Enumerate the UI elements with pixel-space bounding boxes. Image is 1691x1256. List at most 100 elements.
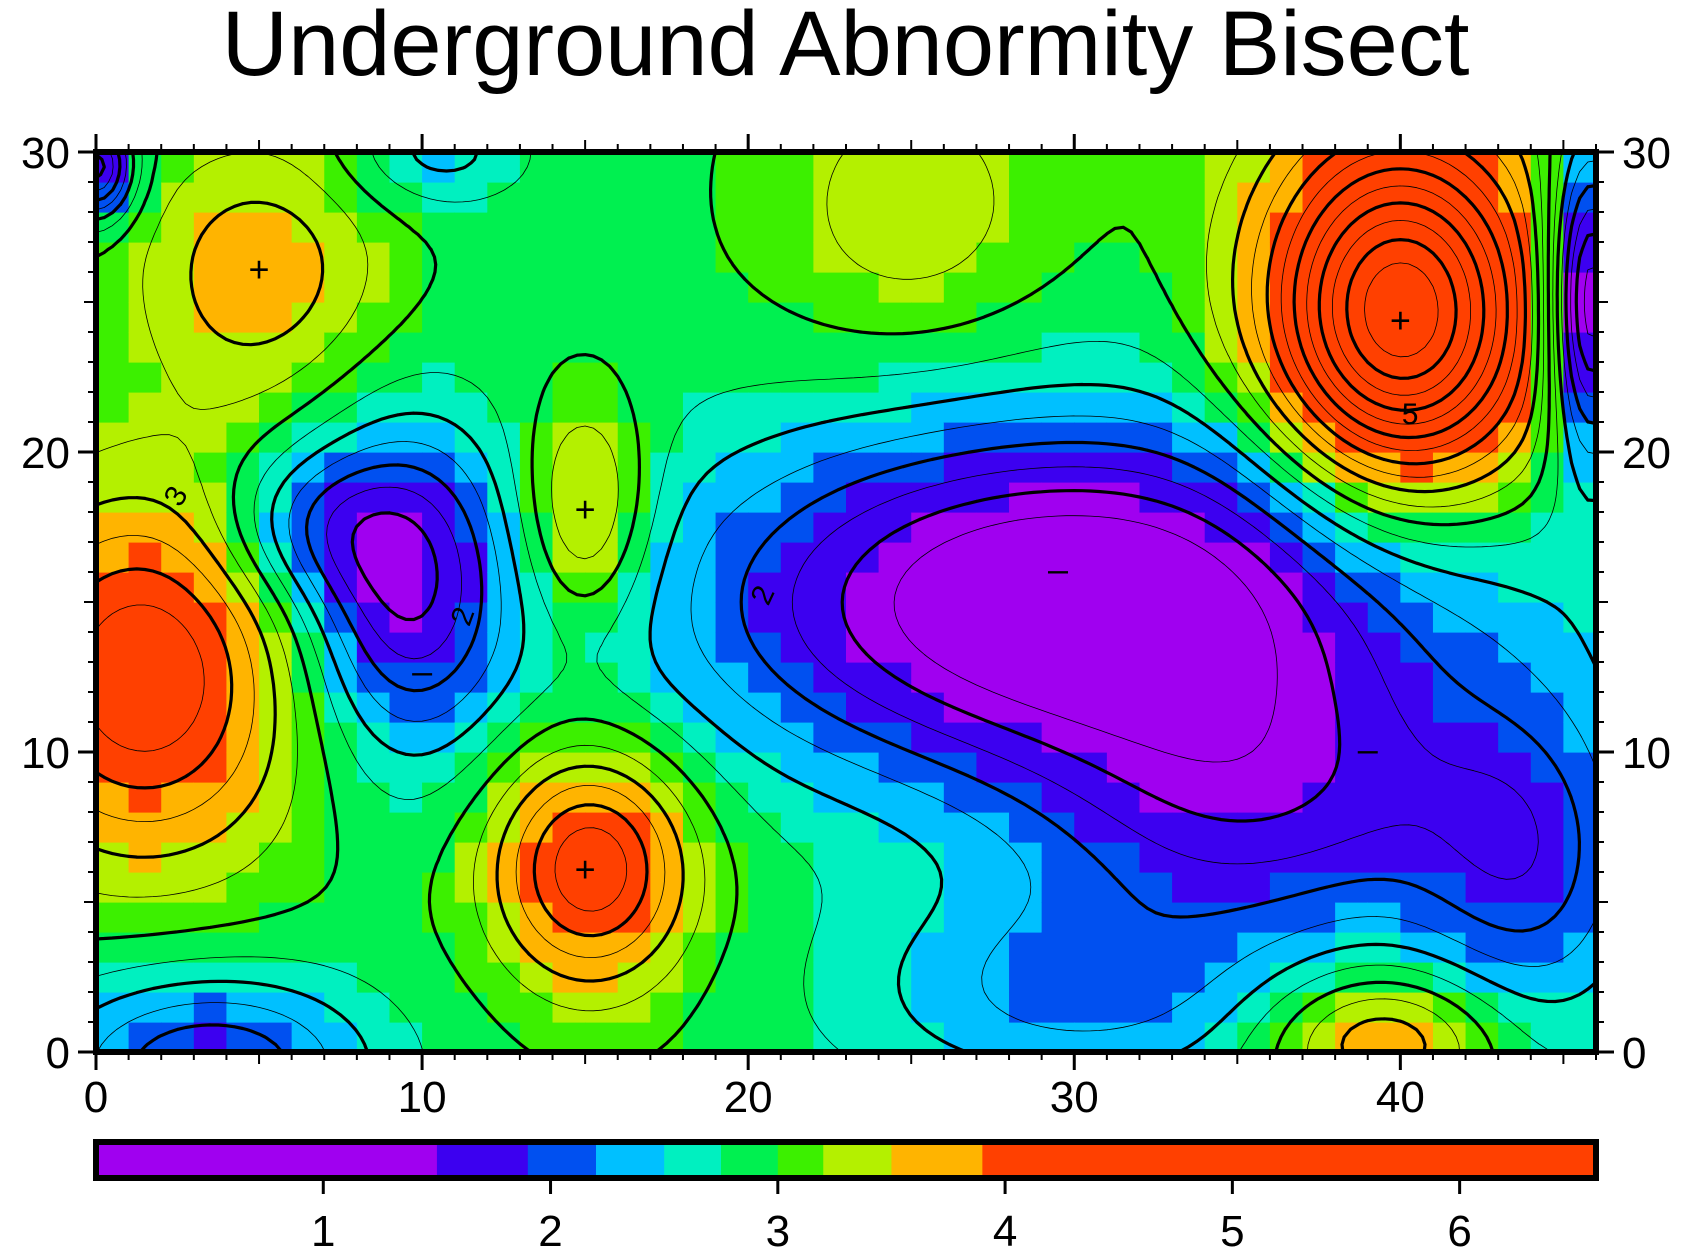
heatmap-cell [1302,692,1336,723]
heatmap-cell [976,542,1010,573]
heatmap-cell [552,692,586,723]
heatmap-cell [585,242,619,273]
heatmap-cell [1465,692,1499,723]
x-tick-label: 20 [724,1073,773,1122]
heatmap-cell [1465,872,1499,903]
heatmap-cell [96,962,130,993]
heatmap-cell [161,272,195,303]
heatmap-cell [1009,872,1043,903]
heatmap-cell [976,512,1010,543]
heatmap-cell [650,212,684,243]
heatmap-cell [1367,782,1401,813]
heatmap-cell [259,992,293,1023]
heatmap-cell [943,362,978,393]
heatmap-cell [259,782,293,813]
heatmap-cell [1530,812,1564,843]
heatmap-cell [193,152,228,183]
heatmap-cell [356,752,391,783]
minimum-marker: – [412,651,432,692]
heatmap-cell [1009,452,1043,483]
heatmap-cell [389,242,423,273]
heatmap-cell [715,992,749,1023]
heatmap-cell [682,392,717,423]
heatmap-cell [1172,542,1206,573]
heatmap-cell [1204,962,1238,993]
heatmap-cell [1237,692,1271,723]
heatmap-cell [226,812,260,843]
heatmap-cell [454,182,488,213]
heatmap-cell [1465,782,1499,813]
heatmap-cell [846,452,880,483]
heatmap-cell [259,332,293,363]
heatmap-cell [1563,902,1597,933]
heatmap-cell [878,572,912,603]
heatmap-cell [682,362,717,393]
heatmap-cell [1335,302,1369,333]
heatmap-cell [780,512,814,543]
heatmap-cell [715,962,749,993]
heatmap-cell [1465,242,1499,273]
heatmap-cell [1074,782,1108,813]
heatmap-cell [1204,482,1238,513]
heatmap-cell [552,392,586,423]
heatmap-cell [324,242,358,273]
heatmap-cell [1106,992,1141,1023]
heatmap-cell [1367,812,1401,843]
heatmap-cell [1432,512,1467,543]
colorbar-bin [664,1142,722,1178]
heatmap-cell [1498,722,1532,753]
heatmap-cell [128,392,162,423]
heatmap-cell [1367,842,1401,873]
heatmap-cell [161,722,195,753]
heatmap-cell [226,242,260,273]
heatmap-cell [780,722,814,753]
heatmap-cell [128,602,162,633]
heatmap-cell [389,152,423,183]
heatmap-cell [324,332,358,363]
heatmap-cell [454,752,488,783]
heatmap-cell [1432,722,1467,753]
heatmap-cell [1400,572,1434,603]
heatmap-cell [1367,872,1401,903]
heatmap-cell [748,512,782,543]
x-tick-label: 0 [84,1073,108,1122]
heatmap-cell [1204,332,1238,363]
heatmap-cell [748,992,782,1023]
heatmap-cell [780,752,814,783]
heatmap-cell [519,632,554,663]
heatmap-cell [552,632,586,663]
heatmap-cell [585,692,619,723]
heatmap-cell [976,272,1010,303]
heatmap-cell [780,482,814,513]
heatmap-cell [617,1022,651,1053]
heatmap-cell [356,512,391,543]
heatmap-cell [976,752,1010,783]
heatmap-cell [650,482,684,513]
heatmap-cell [1498,782,1532,813]
heatmap-cell [1335,572,1369,603]
heatmap-cell [1172,632,1206,663]
heatmap-cell [1237,812,1271,843]
heatmap-cell [96,332,130,363]
heatmap-cell [1009,482,1043,513]
heatmap-cell [356,812,391,843]
heatmap-cell [1465,632,1499,663]
heatmap-cell [1172,152,1206,183]
heatmap-cell [128,632,162,663]
heatmap-cell [650,452,684,483]
heatmap-cell [715,632,749,663]
heatmap-cell [1400,632,1434,663]
heatmap-cell [1172,272,1206,303]
heatmap-cell [813,452,847,483]
heatmap-cell [552,932,586,963]
heatmap-cell [291,782,325,813]
heatmap-cell [1204,1022,1238,1053]
heatmap-cell [389,752,423,783]
colorbar: 1 2 3 4 5 6 [93,1139,1599,1256]
heatmap-cell [1498,662,1532,693]
heatmap-cell [96,632,130,663]
heatmap-cell [1074,632,1108,663]
heatmap-cell [585,992,619,1023]
heatmap-cell [976,872,1010,903]
heatmap-cell [943,812,978,843]
